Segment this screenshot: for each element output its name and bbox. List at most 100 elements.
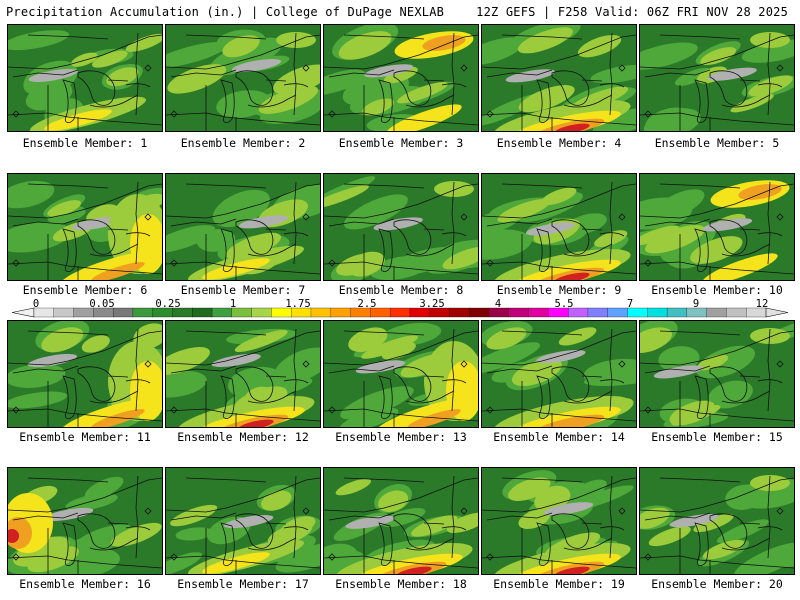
precip-area	[223, 514, 274, 529]
colorbar-segment	[568, 307, 589, 318]
colorbar-segment	[746, 307, 767, 318]
city-marker	[776, 64, 784, 72]
city-marker	[144, 213, 152, 221]
colorbar-label: 2.5	[357, 298, 377, 310]
city-marker	[328, 406, 336, 414]
precip-area	[208, 37, 283, 76]
precip-area	[273, 64, 320, 95]
precip-area	[669, 514, 719, 528]
precip-area	[25, 81, 73, 111]
ensemble-panel	[481, 24, 637, 132]
city-marker	[170, 259, 178, 267]
precip-area	[60, 398, 156, 427]
precip-area	[594, 230, 628, 248]
ensemble-panel	[481, 173, 637, 281]
precip-area	[41, 327, 84, 353]
precip-area	[482, 342, 541, 375]
precip-area	[65, 493, 118, 511]
precip-area	[486, 327, 527, 350]
member-label: Ensemble Member: 9	[496, 283, 622, 297]
basemap-lines	[8, 328, 162, 427]
precip-map	[8, 25, 162, 131]
colorbar-segment	[132, 307, 154, 318]
precip-area	[397, 81, 449, 104]
precip-area	[750, 32, 790, 48]
member-label: Ensemble Member: 7	[180, 283, 306, 297]
ensemble-panel	[323, 24, 479, 132]
precip-area	[27, 546, 79, 573]
precip-area	[411, 515, 458, 537]
member-label: Ensemble Member: 13	[335, 430, 467, 444]
precip-area	[212, 189, 270, 228]
city-marker	[486, 553, 494, 561]
city-marker	[486, 110, 494, 118]
colorbar-scale	[11, 307, 789, 318]
precip-area	[738, 184, 782, 200]
member-label: Ensemble Member: 3	[338, 136, 464, 150]
precip-area	[702, 218, 753, 232]
member-label: Ensemble Member: 4	[496, 136, 622, 150]
precip-area	[697, 354, 729, 371]
basemap-lines	[640, 328, 794, 427]
city-marker	[776, 507, 784, 515]
member-label: Ensemble Member: 2	[180, 136, 306, 150]
precip-area	[378, 490, 409, 512]
ensemble-panel	[323, 467, 479, 575]
ensemble-panel	[639, 320, 795, 428]
city-marker	[144, 360, 152, 368]
member-label: Ensemble Member: 12	[177, 430, 309, 444]
precip-area	[274, 347, 320, 384]
ensemble-panel	[481, 467, 637, 575]
colorbar-segment	[429, 307, 450, 318]
city-marker	[618, 64, 626, 72]
precip-area	[442, 246, 478, 270]
colorbar-segment	[152, 307, 173, 318]
precip-area	[167, 64, 227, 94]
precip-area	[653, 365, 704, 379]
city-marker	[302, 213, 310, 221]
ensemble-panel	[639, 467, 795, 575]
colorbar-segment	[291, 307, 312, 318]
city-marker	[776, 213, 784, 221]
precip-area	[110, 522, 162, 547]
precip-map	[482, 25, 636, 131]
precip-map	[166, 321, 320, 427]
basemap-lines	[324, 32, 478, 131]
colorbar-segment	[587, 307, 609, 318]
ensemble-panel	[323, 173, 479, 281]
member-label: Ensemble Member: 18	[335, 577, 467, 591]
precip-area	[640, 327, 672, 353]
precip-area	[211, 353, 261, 367]
precip-area	[166, 225, 216, 253]
city-marker	[12, 259, 20, 267]
precip-area	[166, 370, 207, 398]
basemap-lines	[324, 181, 478, 280]
colorbar-segment	[251, 307, 272, 318]
basemap-lines	[482, 32, 636, 131]
precip-area	[482, 37, 524, 66]
colorbar-segment	[666, 307, 688, 318]
city-marker	[644, 110, 652, 118]
precip-map	[8, 468, 162, 574]
precip-area	[8, 180, 55, 209]
basemap-lines	[8, 32, 162, 131]
precip-map	[324, 174, 478, 280]
precip-area	[386, 104, 462, 131]
basemap-lines	[482, 328, 636, 427]
member-label: Ensemble Member: 5	[654, 136, 780, 150]
precip-area	[658, 346, 700, 372]
basemap-lines	[166, 475, 320, 574]
precip-area	[84, 476, 124, 500]
city-marker	[460, 360, 468, 368]
precip-area	[558, 327, 597, 346]
precip-map	[482, 468, 636, 574]
colorbar-segment	[310, 307, 332, 318]
city-marker	[644, 259, 652, 267]
precip-area	[234, 329, 288, 353]
city-marker	[12, 110, 20, 118]
basemap-lines	[324, 328, 478, 427]
city-marker	[12, 406, 20, 414]
colorbar-segment	[627, 307, 648, 318]
member-label: Ensemble Member: 15	[651, 430, 783, 444]
city-marker	[302, 360, 310, 368]
